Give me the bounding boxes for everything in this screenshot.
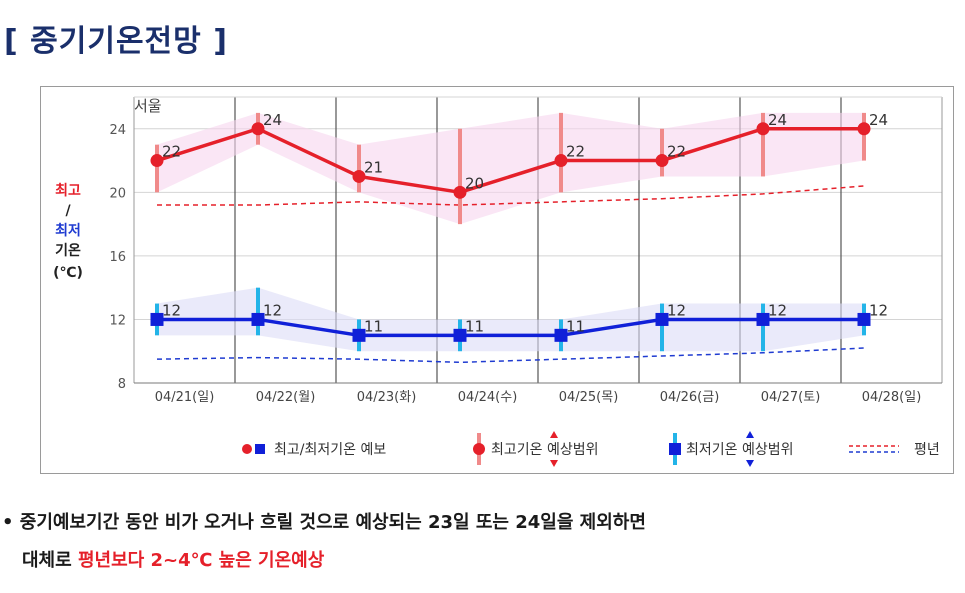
note-line-2-highlight: 평년보다 2~4℃ 높은 기온예상 — [77, 550, 325, 571]
max-series-line — [156, 127, 864, 195]
legend-down-arrow-icon — [746, 460, 754, 467]
y-tick-label: 12 — [109, 313, 126, 328]
note-line-2: 대체로 평년보다 2~4℃ 높은 기온예상 — [22, 546, 324, 572]
legend-min-range-label: 최저기온 예상범위 — [686, 442, 794, 458]
min-point — [453, 328, 467, 342]
min-point — [150, 312, 164, 326]
legend-up-arrow-icon — [746, 431, 754, 438]
legend-forecast-label: 최고/최저기온 예보 — [274, 442, 386, 458]
min-point — [251, 312, 265, 326]
note-line-1: • 중기예보기간 동안 비가 오거나 흐릴 것으로 예상되는 23일 또는 24… — [2, 512, 646, 533]
min-data-label: 12 — [869, 301, 888, 319]
y-axis-label-line: 최저 — [55, 223, 81, 239]
legend-normal-label: 평년 — [914, 442, 940, 458]
min-point — [352, 328, 366, 342]
max-point — [453, 185, 467, 199]
max-data-label: 21 — [364, 158, 383, 176]
max-data-label: 22 — [667, 143, 686, 161]
min-point — [756, 312, 770, 326]
y-axis-label-line: / — [65, 203, 71, 219]
y-tick-label: 20 — [109, 186, 126, 201]
min-range-band — [157, 287, 864, 352]
note-line-2-prefix: 대체로 — [22, 550, 78, 571]
min-data-label: 12 — [162, 301, 181, 319]
max-range-band — [157, 112, 864, 225]
x-tick-label: 04/25(목) — [559, 390, 619, 405]
max-point — [150, 154, 164, 168]
chart-svg: 서울 8 12 16 20 24 최고 / 최저기온 (℃) 04/21(일) 04/22(월) 04/… — [53, 96, 943, 467]
min-series-line — [157, 317, 864, 338]
min-point — [554, 328, 568, 342]
y-tick-label: 8 — [118, 377, 126, 392]
min-point — [655, 312, 669, 326]
min-point — [857, 312, 871, 326]
x-tick-label: 04/21(일) — [155, 390, 215, 405]
legend-max-marker — [242, 444, 252, 454]
legend-down-arrow-icon — [550, 460, 558, 467]
legend-max-range-marker — [473, 443, 485, 455]
x-tick-label: 04/26(금) — [660, 390, 720, 405]
y-tick-label: 24 — [109, 123, 126, 138]
max-point — [251, 122, 265, 136]
min-data-label: 12 — [263, 301, 282, 319]
y-axis-label-line: 최고 — [55, 183, 81, 199]
max-point — [857, 122, 871, 136]
legend-min-marker — [255, 444, 265, 454]
min-data-label: 11 — [364, 317, 383, 335]
min-data-label: 12 — [667, 301, 686, 319]
legend-max-range-label: 최고기온 예상범위 — [491, 442, 599, 458]
min-data-label: 12 — [768, 301, 787, 319]
x-tick-label: 04/27(토) — [761, 390, 821, 405]
max-data-label: 24 — [263, 111, 282, 129]
x-tick-label: 04/28(일) — [862, 390, 922, 405]
y-axis-label-line: (℃) — [53, 265, 83, 281]
legend-min-range-marker — [669, 443, 681, 455]
x-tick-label: 04/24(수) — [458, 390, 518, 405]
normal-min-line — [156, 347, 865, 364]
normal-max-line — [157, 185, 865, 206]
legend-up-arrow-icon — [550, 431, 558, 438]
max-data-label: 20 — [465, 174, 484, 192]
max-point — [554, 154, 568, 168]
y-tick-label: 16 — [109, 250, 126, 265]
x-tick-label: 04/23(화) — [357, 390, 417, 405]
max-point — [655, 154, 669, 168]
chart-title: 서울 — [134, 97, 162, 115]
max-data-label: 24 — [768, 111, 787, 129]
y-axis-label-line: 기온 — [55, 243, 81, 259]
max-point — [352, 169, 366, 183]
max-data-label: 22 — [566, 143, 585, 161]
max-data-label: 24 — [869, 111, 888, 129]
x-tick-label: 04/22(월) — [256, 390, 316, 405]
page-title: [ 중기기온전망 ] — [4, 24, 228, 59]
min-data-label: 11 — [566, 317, 585, 335]
max-point — [756, 122, 770, 136]
max-data-label: 22 — [162, 143, 181, 161]
min-data-label: 11 — [465, 317, 484, 335]
